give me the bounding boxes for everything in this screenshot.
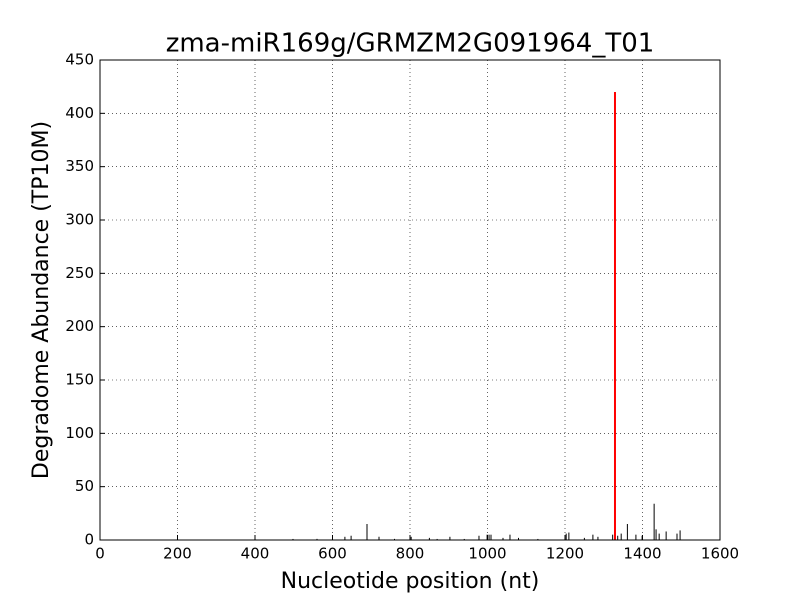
x-tick-label: 1600	[701, 545, 739, 563]
x-tick-label: 1000	[468, 545, 506, 563]
x-tick-label: 1400	[623, 545, 661, 563]
chart-title: zma-miR169g/GRMZM2G091964_T01	[166, 29, 655, 59]
x-tick-label: 200	[163, 545, 192, 563]
y-axis-label: Degradome Abundance (TP10M)	[29, 121, 54, 479]
x-tick-label: 800	[396, 545, 425, 563]
x-axis-label: Nucleotide position (nt)	[281, 569, 540, 594]
y-tick-label: 150	[65, 371, 94, 389]
y-tick-label: 300	[65, 211, 94, 229]
y-tick-label: 350	[65, 157, 94, 175]
y-tick-label: 50	[75, 477, 94, 495]
y-tick-label: 450	[65, 51, 94, 69]
y-tick-label: 250	[65, 264, 94, 282]
x-tick-label: 0	[95, 545, 105, 563]
y-tick-label: 400	[65, 104, 94, 122]
plot-area: 0 200 400 600 800 1000 1200 1400 1600 0 50 100 150 20…	[65, 51, 739, 563]
y-tick-label: 0	[84, 531, 94, 549]
x-tick-label: 1200	[546, 545, 584, 563]
y-tick-label: 100	[65, 424, 94, 442]
axes-frame	[99, 59, 721, 541]
x-tick-label: 600	[318, 545, 347, 563]
y-tick-label: 200	[65, 317, 94, 335]
x-tick-label: 400	[241, 545, 270, 563]
